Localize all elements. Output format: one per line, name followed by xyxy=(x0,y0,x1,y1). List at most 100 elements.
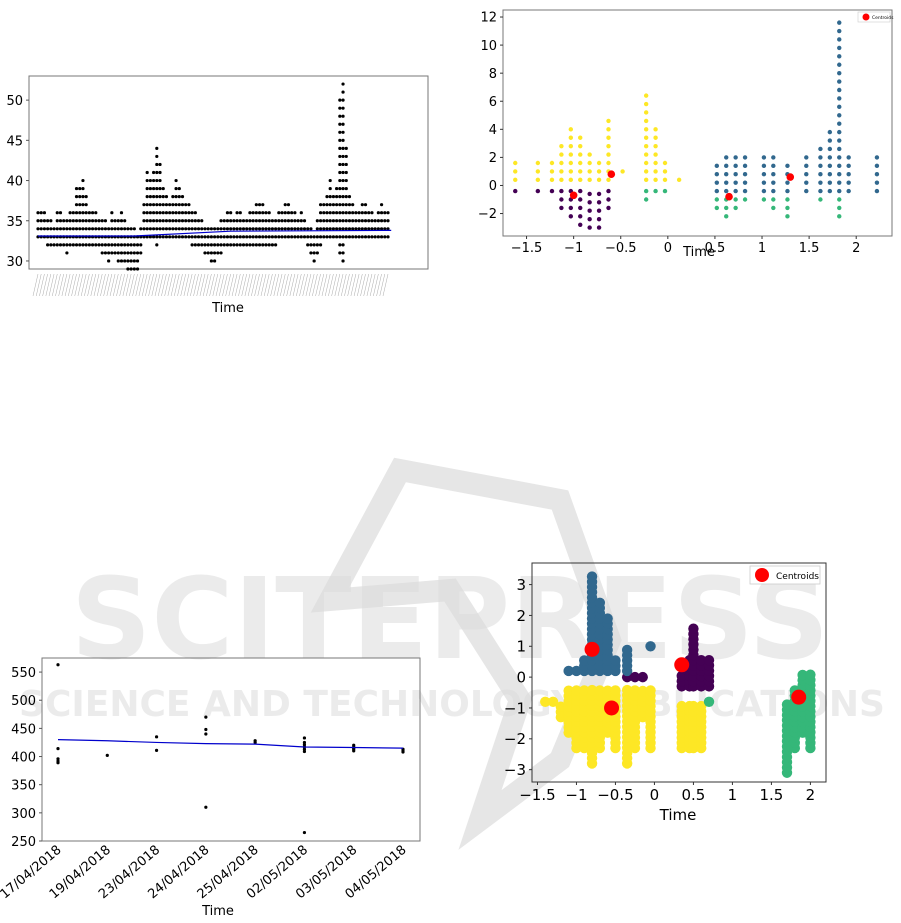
data-point xyxy=(151,170,156,175)
x-tick-label xyxy=(312,273,318,297)
x-tick-label xyxy=(138,273,145,297)
data-point xyxy=(312,243,316,247)
data-point xyxy=(264,211,268,215)
data-point xyxy=(132,227,136,231)
data-point xyxy=(161,219,165,223)
data-point xyxy=(248,235,252,239)
cluster-point-blue xyxy=(571,665,582,677)
data-point xyxy=(68,227,72,231)
data-points xyxy=(36,82,390,271)
data-point xyxy=(338,98,342,102)
data-point xyxy=(370,211,374,215)
x-tick-label xyxy=(39,273,45,297)
cluster-point-purple xyxy=(696,654,707,666)
cluster-point-yellow xyxy=(586,684,598,696)
x-tick-label xyxy=(328,273,334,297)
data-point xyxy=(216,227,220,231)
data-point xyxy=(216,235,220,239)
data-point xyxy=(123,219,127,223)
x-tick-label xyxy=(206,273,212,297)
data-point xyxy=(161,195,165,199)
data-point xyxy=(46,227,50,231)
cluster-point-yellow xyxy=(643,160,649,166)
cluster-point-yellow xyxy=(559,169,564,174)
data-point xyxy=(267,235,271,239)
data-point xyxy=(119,227,124,231)
data-point xyxy=(232,219,236,223)
watermark-book-icon xyxy=(310,457,622,850)
data-point xyxy=(148,219,152,223)
data-point xyxy=(123,227,127,231)
data-point xyxy=(222,227,226,231)
cluster-point-blue xyxy=(837,180,842,185)
data-points xyxy=(540,571,816,778)
data-point xyxy=(155,211,159,215)
data-point xyxy=(177,219,181,223)
data-point xyxy=(90,211,95,215)
data-point xyxy=(206,251,210,255)
y-tick-label: 0 xyxy=(516,669,526,687)
cluster-point-yellow xyxy=(594,685,606,696)
data-point xyxy=(318,211,323,215)
data-point xyxy=(328,195,332,199)
cluster-point-blue xyxy=(827,180,833,185)
data-point xyxy=(132,243,136,247)
data-point xyxy=(335,211,339,215)
x-tick-label xyxy=(247,273,254,297)
data-point xyxy=(148,203,152,207)
data-point xyxy=(204,715,208,719)
cluster-point-blue xyxy=(804,155,809,160)
cluster-point-purple xyxy=(578,205,583,211)
data-point xyxy=(351,203,355,207)
x-tick-label xyxy=(353,273,360,297)
x-tick-label xyxy=(202,273,209,297)
cluster-point-blue xyxy=(874,163,880,169)
data-point xyxy=(322,203,326,207)
data-point xyxy=(81,178,85,183)
data-point xyxy=(302,740,307,745)
cluster-point-purple xyxy=(559,197,564,202)
data-point xyxy=(158,203,162,207)
data-point xyxy=(357,211,361,215)
centroid-marker xyxy=(725,192,733,201)
y-tick-label: 10 xyxy=(480,39,497,54)
centroid-marker xyxy=(791,689,807,705)
cluster-point-yellow xyxy=(578,160,583,166)
data-point xyxy=(184,211,188,215)
data-point xyxy=(261,203,265,207)
data-point xyxy=(261,235,265,239)
data-point xyxy=(280,211,284,215)
cluster-point-purple xyxy=(535,188,541,194)
data-point xyxy=(245,243,249,247)
data-point xyxy=(145,203,149,207)
y-tick-label: 50 xyxy=(6,94,23,109)
data-point xyxy=(129,227,133,231)
x-tick-label xyxy=(347,273,353,297)
data-point xyxy=(174,219,178,223)
x-tick-label xyxy=(289,273,296,297)
data-point xyxy=(379,227,384,231)
x-tick-label xyxy=(222,273,228,297)
data-point xyxy=(274,243,278,247)
data-point xyxy=(107,259,111,263)
data-point xyxy=(379,203,384,207)
cluster-point-yellow xyxy=(662,160,668,166)
data-point xyxy=(203,251,207,255)
data-point xyxy=(71,227,75,231)
data-point xyxy=(56,747,60,751)
data-point xyxy=(58,219,63,223)
data-point xyxy=(267,211,271,215)
y-tick-label: 4 xyxy=(489,123,497,138)
data-point xyxy=(90,219,95,223)
data-point xyxy=(84,243,88,247)
y-tick-label: 0 xyxy=(489,179,497,194)
data-point xyxy=(325,211,329,215)
cluster-point-yellow xyxy=(643,135,649,140)
data-point xyxy=(367,227,371,231)
data-point xyxy=(360,203,364,207)
data-point xyxy=(376,227,380,231)
cluster-point-purple xyxy=(578,197,583,202)
data-point xyxy=(74,186,79,191)
data-point xyxy=(209,259,213,263)
cluster-point-yellow xyxy=(602,685,613,696)
